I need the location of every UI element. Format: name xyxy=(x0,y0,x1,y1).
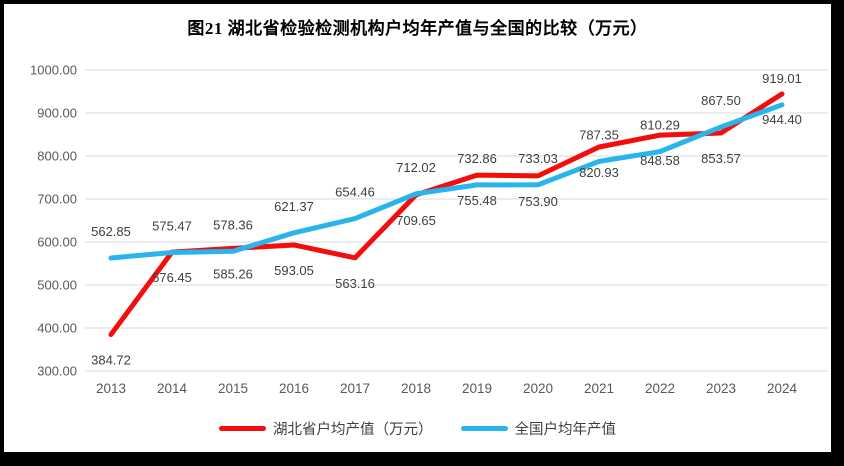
data-label: 919.01 xyxy=(762,71,802,86)
data-label: 576.45 xyxy=(152,270,192,285)
data-label: 787.35 xyxy=(579,127,619,142)
national-series-swatch xyxy=(460,425,508,431)
data-label: 820.93 xyxy=(579,165,619,180)
x-tick-label: 2024 xyxy=(767,381,798,396)
data-label: 853.57 xyxy=(701,151,741,166)
y-tick-label: 800.00 xyxy=(37,149,77,164)
data-label: 867.50 xyxy=(701,93,741,108)
y-tick-label: 500.00 xyxy=(37,278,77,293)
x-tick-label: 2016 xyxy=(279,381,309,396)
data-label: 575.47 xyxy=(152,219,192,234)
data-label: 944.40 xyxy=(762,112,802,127)
data-label: 810.29 xyxy=(640,118,680,133)
data-label: 593.05 xyxy=(274,263,314,278)
x-tick-label: 2017 xyxy=(340,381,370,396)
hubei-series-swatch xyxy=(219,425,266,431)
y-tick-label: 700.00 xyxy=(37,192,77,207)
hubei-series-label: 湖北省户均产值（万元） xyxy=(273,421,433,438)
x-tick-label: 2018 xyxy=(401,381,431,396)
x-tick-label: 2019 xyxy=(462,381,492,396)
line-chart-svg: 300.00 400.00 500.00 600.00 700.00 800.00 900.… xyxy=(30,63,828,396)
data-label: 732.86 xyxy=(457,151,497,166)
data-label: 753.90 xyxy=(518,194,558,209)
legend-item-hubei: 湖北省户均产值（万元） xyxy=(219,418,433,439)
data-label: 585.26 xyxy=(213,266,253,281)
x-tick-label: 2020 xyxy=(523,381,553,396)
y-tick-label: 1000.00 xyxy=(30,63,77,78)
data-label: 578.36 xyxy=(213,217,253,232)
data-label: 733.03 xyxy=(518,151,558,166)
y-tick-label: 300.00 xyxy=(37,364,77,379)
y-tick-label: 400.00 xyxy=(37,321,77,336)
data-label: 755.48 xyxy=(457,193,497,208)
x-tick-label: 2014 xyxy=(157,381,188,396)
x-tick-label: 2023 xyxy=(706,381,736,396)
data-label: 709.65 xyxy=(396,213,436,228)
y-tick-label: 900.00 xyxy=(37,106,77,121)
data-label: 848.58 xyxy=(640,153,680,168)
national-series-label: 全国户均年产值 xyxy=(514,421,617,438)
series-line xyxy=(108,91,785,338)
data-label: 621.37 xyxy=(274,199,314,214)
x-tick-label: 2021 xyxy=(584,381,614,396)
x-tick-label: 2015 xyxy=(218,381,248,396)
data-label: 562.85 xyxy=(91,224,131,239)
x-tick-label: 2013 xyxy=(96,381,126,396)
y-tick-label: 600.00 xyxy=(37,235,77,250)
series-line xyxy=(108,102,785,261)
data-label: 384.72 xyxy=(91,353,131,368)
plot-area: 300.00 400.00 500.00 600.00 700.00 800.00 900.… xyxy=(4,48,831,404)
chart-title: 图21 湖北省检验检测机构户均年产值与全国的比较（万元） xyxy=(187,18,648,38)
legend-item-national: 全国户均年产值 xyxy=(460,418,617,439)
data-label: 563.16 xyxy=(335,276,375,291)
data-label: 654.46 xyxy=(335,185,375,200)
x-tick-label: 2022 xyxy=(645,381,675,396)
data-label: 712.02 xyxy=(396,160,436,175)
chart-legend: 湖北省户均产值（万元） 全国户均年产值 xyxy=(4,404,831,452)
